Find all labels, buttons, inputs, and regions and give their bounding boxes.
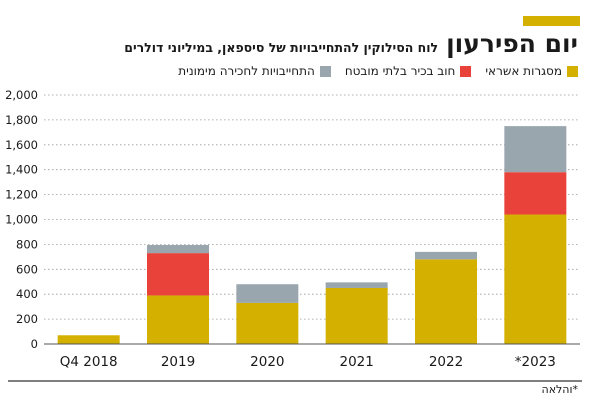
legend-label-credit-lines: מסגרות אשראי	[485, 64, 562, 78]
bars	[57, 126, 567, 344]
page-title: יום הפירעון	[446, 29, 578, 58]
grid-lines	[44, 94, 580, 320]
bar-segment-0-3	[325, 287, 388, 344]
legend-swatch-lease	[319, 65, 331, 77]
y-tick-label: 1,400	[5, 163, 38, 177]
footnote: *והלאה	[541, 383, 578, 396]
y-tick-label: 800	[16, 237, 38, 251]
bar-segment-2-4	[415, 251, 477, 260]
x-tick-label: 2020	[250, 354, 284, 370]
bar-segment-1-1	[147, 253, 209, 296]
legend-item-senior-debt: חוב בכיר בלתי מובטח	[345, 64, 472, 78]
bar-segment-0-1	[147, 295, 209, 344]
bar-segment-0-0	[57, 335, 120, 344]
y-tick-label: 600	[16, 262, 38, 276]
chart-legend: מסגרות אשראי חוב בכיר בלתי מובטח התחייבו…	[178, 64, 578, 78]
bar-segment-2-2	[236, 284, 299, 303]
legend-label-senior-debt: חוב בכיר בלתי מובטח	[344, 64, 456, 78]
legend-item-lease: התחייבויות לחכירה מימונית	[178, 64, 331, 78]
x-tick-label: *2023	[515, 354, 556, 370]
y-tick-label: 1,800	[5, 113, 38, 127]
bar-segment-0-4	[415, 259, 477, 344]
y-tick-label: 1,200	[5, 188, 38, 202]
legend-item-credit-lines: מסגרות אשראי	[485, 64, 578, 78]
bar-segment-2-3	[325, 282, 388, 288]
y-tick-label: 1,000	[5, 213, 38, 227]
chart-subtitle: לוח הסילוקין להתחייבויות של סיספאן, במיל…	[124, 40, 439, 55]
legend-label-lease: התחייבויות לחכירה מימונית	[178, 64, 315, 78]
x-tick-label: 2019	[161, 354, 195, 370]
bar-segment-2-1	[147, 245, 209, 254]
bar-segment-1-5	[504, 172, 567, 215]
y-tick-label: 2,000	[5, 88, 38, 102]
y-tick-label: 0	[31, 337, 38, 351]
x-tick-label: Q4 2018	[60, 354, 118, 370]
legend-swatch-senior-debt	[460, 65, 472, 77]
legend-swatch-credit-lines	[567, 65, 578, 77]
header-accent-bar	[523, 16, 580, 26]
x-tick-label: 2021	[339, 354, 373, 370]
axes: 0 200 400 600 800 1,000 1,200 1,400 1,600 1,800 2,…	[5, 88, 582, 382]
y-tick-label: 200	[16, 312, 38, 326]
x-tick-label: 2022	[429, 354, 463, 370]
header: יום הפירעון לוח הסילוקין להתחייבויות של …	[124, 29, 578, 59]
y-tick-label: 1,600	[5, 138, 38, 152]
bar-segment-0-2	[236, 302, 299, 344]
bar-segment-2-5	[504, 126, 567, 173]
bar-segment-0-5	[504, 214, 567, 344]
y-tick-label: 400	[16, 287, 38, 301]
